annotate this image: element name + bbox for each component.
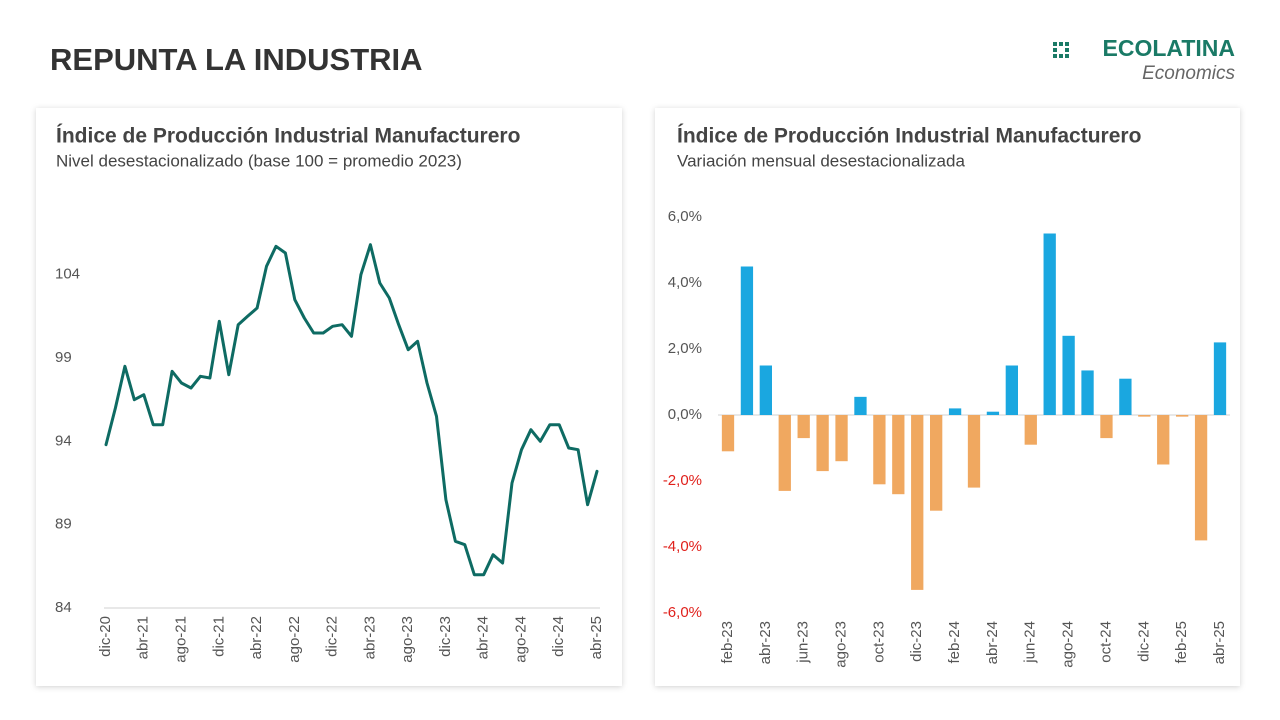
bar	[759, 365, 772, 415]
bar	[1062, 335, 1075, 415]
x-tick-label: abr-25	[588, 616, 605, 659]
x-tick-label: abr-21	[135, 616, 152, 659]
x-tick-label: ago-24	[512, 616, 529, 663]
x-tick-label: ago-24	[1060, 621, 1077, 668]
bar	[1081, 370, 1094, 415]
x-tick-label: jun-23	[795, 621, 812, 664]
x-tick-label: feb-24	[946, 621, 963, 664]
x-tick-label: dic-21	[210, 616, 227, 657]
x-tick-label: dic-23	[908, 621, 925, 662]
x-tick-label: feb-23	[719, 621, 736, 664]
bar	[1005, 365, 1018, 415]
logo-subtext: Economics	[1142, 63, 1235, 84]
x-tick-label: dic-23	[437, 616, 454, 657]
x-tick-label: ago-23	[833, 621, 850, 668]
y-tick-label: 84	[55, 599, 72, 616]
y-tick-label: 0,0%	[668, 406, 702, 423]
bar	[911, 415, 924, 590]
chart-subtitle: Nivel desestacionalizado (base 100 = pro…	[56, 151, 462, 170]
y-tick-label: -2,0%	[663, 472, 702, 489]
x-tick-label: dic-22	[324, 616, 341, 657]
y-tick-label: 99	[55, 349, 72, 366]
x-tick-label: abr-22	[248, 616, 265, 659]
x-tick-label: ago-21	[173, 616, 190, 663]
bar	[892, 415, 905, 495]
y-tick-label: 94	[55, 432, 72, 449]
bar	[816, 415, 829, 472]
bar	[797, 415, 810, 439]
y-tick-label: 104	[55, 266, 80, 283]
slide-title: REPUNTA LA INDUSTRIA	[50, 42, 423, 77]
x-tick-label: abr-24	[475, 616, 492, 659]
bar	[1213, 342, 1227, 415]
x-tick-label: feb-25	[1173, 621, 1190, 664]
x-tick-label: dic-24	[1135, 621, 1152, 662]
chart-title: Índice de Producción Industrial Manufact…	[56, 125, 520, 148]
x-tick-label: dic-20	[97, 616, 114, 657]
bar	[948, 408, 962, 415]
logo-text: ECOLATINA	[1103, 35, 1235, 61]
x-tick-label: ago-23	[399, 616, 416, 663]
x-tick-label: oct-24	[1097, 621, 1114, 663]
bar	[1024, 415, 1037, 445]
bar	[778, 415, 791, 491]
bar	[1043, 233, 1056, 415]
bar	[873, 415, 886, 485]
bar	[1138, 415, 1151, 417]
x-tick-label: ago-22	[286, 616, 303, 663]
bar	[1157, 415, 1170, 465]
chart-title: Índice de Producción Industrial Manufact…	[677, 125, 1141, 148]
y-tick-label: -4,0%	[663, 538, 702, 555]
y-tick-label: 6,0%	[668, 208, 702, 225]
bar	[1100, 415, 1113, 439]
chart-subtitle: Variación mensual desestacionalizada	[677, 151, 965, 170]
bar	[854, 396, 867, 415]
x-tick-label: oct-23	[870, 621, 887, 663]
card	[36, 108, 622, 686]
y-tick-label: 89	[55, 516, 72, 533]
bar	[721, 415, 735, 452]
y-tick-label: 4,0%	[668, 274, 702, 291]
line	[104, 243, 599, 577]
bar	[930, 415, 943, 511]
y-tick-label: 2,0%	[668, 340, 702, 357]
x-tick-label: dic-24	[550, 616, 567, 657]
bar	[986, 411, 1000, 415]
bar	[835, 415, 848, 462]
x-tick-label: abr-23	[361, 616, 378, 659]
x-tick-label: abr-24	[984, 621, 1001, 664]
x-tick-label: abr-23	[757, 621, 774, 664]
x-tick-label: abr-25	[1211, 621, 1228, 664]
bar	[1176, 415, 1189, 417]
y-tick-label: -6,0%	[663, 604, 702, 621]
bar	[740, 266, 754, 415]
bar	[967, 415, 981, 488]
bar	[1119, 378, 1132, 415]
logo-icon	[1053, 42, 1069, 58]
x-tick-label: jun-24	[1022, 621, 1039, 664]
bar	[1194, 415, 1208, 541]
